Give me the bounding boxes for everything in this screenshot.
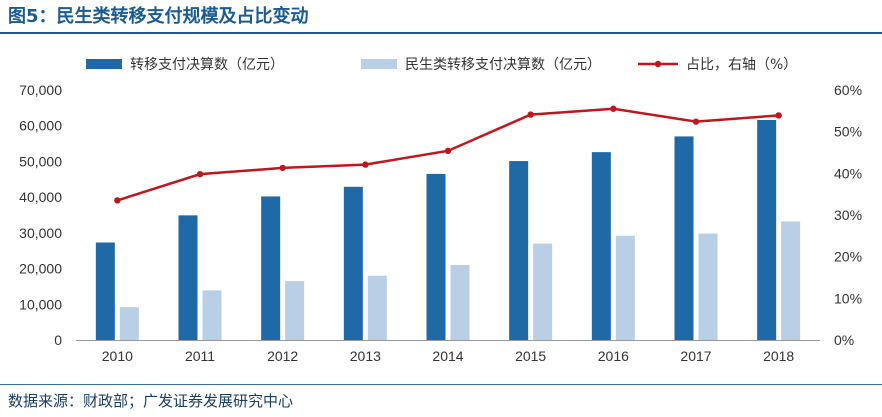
y-right-tick-label: 60%: [834, 82, 862, 98]
share-point: [279, 164, 286, 172]
legend-label: 民生类转移支付决算数（亿元）: [405, 57, 601, 73]
y-left-tick-label: 60,000: [19, 118, 62, 134]
y-right-tick-label: 0%: [834, 332, 854, 348]
bar-livelihood-transfer: [781, 221, 801, 340]
bar-livelihood-transfer: [367, 275, 387, 340]
y-left-tick-label: 20,000: [19, 261, 62, 277]
figure-title: 图5：民生类转移支付规模及占比变动: [8, 6, 309, 27]
y-right-tick-label: 50%: [834, 124, 862, 140]
bar-transfer-total: [178, 215, 198, 340]
y-right-tick-label: 10%: [834, 290, 862, 306]
bar-transfer-total: [426, 173, 446, 340]
legend-label: 占比，右轴（%）: [686, 57, 797, 73]
x-tick-label: 2010: [102, 348, 133, 364]
share-point: [114, 197, 121, 204]
bar-livelihood-transfer: [698, 233, 718, 340]
bar-livelihood-transfer: [533, 243, 553, 340]
share-point: [196, 170, 204, 178]
y-left-tick-label: 40,000: [19, 189, 62, 205]
legend-swatch: [86, 59, 122, 69]
y-left-tick-label: 50,000: [19, 153, 62, 169]
x-tick-label: 2016: [598, 348, 629, 364]
y-right-tick-label: 40%: [834, 165, 862, 181]
bar-livelihood-transfer: [615, 235, 635, 340]
y-left-tick-label: 70,000: [19, 82, 62, 98]
legend-swatch: [361, 59, 397, 69]
bar-livelihood-transfer: [285, 281, 305, 340]
source-note: 数据来源：财政部；广发证券发展研究中心: [8, 392, 294, 410]
share-point: [362, 161, 369, 168]
bar-transfer-total: [674, 136, 694, 340]
y-left-tick-label: 10,000: [19, 296, 62, 312]
bar-livelihood-transfer: [450, 265, 470, 340]
x-tick-label: 2017: [680, 348, 711, 364]
x-tick-label: 2015: [515, 348, 546, 364]
y-left-tick-label: 30,000: [19, 225, 62, 241]
share-point: [527, 111, 534, 118]
bar-transfer-total: [261, 196, 281, 340]
bar-transfer-total: [509, 161, 529, 340]
y-right-tick-label: 30%: [834, 207, 862, 223]
legend-marker: [654, 60, 662, 68]
title-rule: [0, 32, 882, 34]
share-point: [775, 112, 782, 119]
bar-livelihood-transfer: [119, 307, 139, 340]
share-point: [444, 147, 452, 155]
y-right-tick-label: 20%: [834, 249, 862, 265]
x-tick-label: 2012: [267, 348, 298, 364]
source-rule: [0, 384, 882, 385]
y-left-tick-label: 0: [54, 332, 62, 348]
legend-label: 转移支付决算数（亿元）: [130, 57, 284, 73]
bar-transfer-total: [95, 242, 115, 340]
bar-transfer-total: [757, 120, 777, 340]
x-tick-label: 2018: [763, 348, 794, 364]
x-tick-label: 2013: [350, 348, 381, 364]
x-tick-label: 2011: [185, 348, 215, 364]
share-point: [610, 105, 617, 112]
bar-transfer-total: [591, 152, 611, 340]
share-point: [692, 118, 700, 125]
bar-transfer-total: [343, 186, 363, 340]
x-tick-label: 2014: [432, 348, 463, 364]
bar-livelihood-transfer: [202, 290, 222, 340]
